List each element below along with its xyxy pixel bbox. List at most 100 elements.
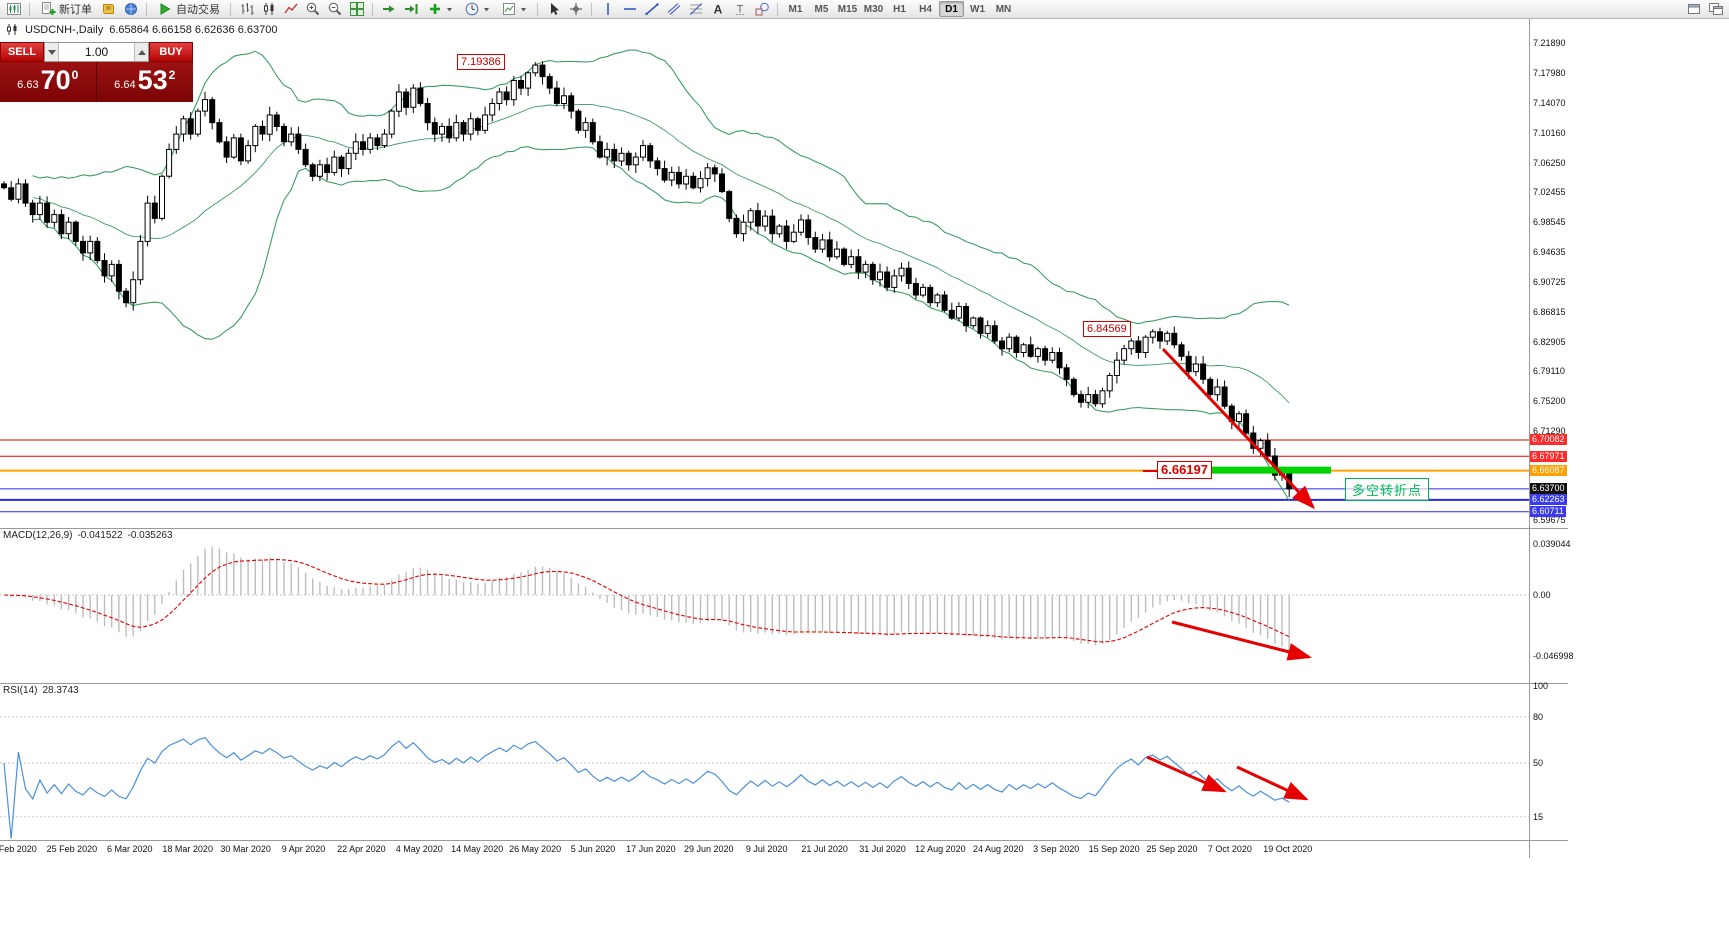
buy-price-button[interactable]: 6.64 53 2 (96, 62, 193, 102)
timeframe-d1[interactable]: D1 (939, 1, 964, 17)
trendline-tool-button[interactable] (641, 1, 662, 18)
toolbar-separator (230, 2, 231, 16)
chart-title: USDCNH-,Daily 6.65864 6.66158 6.62636 6.… (5, 23, 277, 36)
price-label-high[interactable]: 7.19386 (457, 54, 505, 70)
sell-price-button[interactable]: 6.63 70 0 (0, 62, 97, 102)
shapes-tool-button[interactable] (751, 1, 772, 18)
price-label-swing-high[interactable]: 6.84569 (1083, 321, 1131, 337)
volume-decrease-button[interactable] (45, 43, 59, 61)
chevron-down-icon (521, 8, 526, 12)
cursor-button[interactable] (543, 1, 564, 18)
fibonacci-icon (689, 3, 702, 15)
timeframe-m5[interactable]: M5 (814, 3, 829, 15)
svg-text:T: T (736, 4, 743, 16)
text-label-icon: T (735, 4, 744, 16)
auto-trading-label: 自动交易 (176, 4, 220, 16)
auto-scroll-button[interactable] (378, 1, 399, 18)
turning-point-note[interactable]: 多空转折点 (1345, 478, 1430, 501)
new-window-button[interactable] (1683, 1, 1704, 18)
zoom-out-icon (328, 2, 341, 16)
text-label-tool-button[interactable]: T (729, 1, 750, 18)
clock-icon (465, 2, 479, 16)
tile-windows-icon (349, 2, 364, 16)
sell-price-prefix: 6.63 (17, 79, 39, 91)
horizontal-line-tool-button[interactable] (619, 1, 640, 18)
fibonacci-tool-button[interactable] (685, 1, 706, 18)
new-order-button[interactable]: 新订单 (35, 1, 97, 18)
timeframe-m30[interactable]: M30 (863, 3, 884, 15)
toolbar-separator (146, 2, 147, 16)
zoom-out-button[interactable] (324, 1, 345, 18)
volume-box: 1.00 (44, 42, 149, 62)
yellow-book-icon (102, 4, 114, 14)
buy-button[interactable]: BUY (149, 42, 193, 62)
rsi-indicator-label: RSI(14) 28.3743 (3, 685, 79, 696)
template-icon (503, 3, 515, 15)
vertical-line-icon (606, 3, 609, 15)
toolbar-separator (777, 2, 778, 16)
timeframe-w1[interactable]: W1 (970, 3, 985, 15)
timeframe-h4[interactable]: H4 (919, 3, 932, 15)
cursor-icon (550, 3, 559, 15)
periods-button[interactable] (459, 1, 495, 18)
crosshair-button[interactable] (565, 1, 586, 18)
toolbar-separator (537, 2, 538, 16)
add-indicator-icon (430, 4, 440, 14)
globe-icon (124, 3, 137, 15)
bar-chart-button[interactable] (236, 1, 257, 18)
symbol-period-label: USDCNH-,Daily (25, 23, 104, 36)
toolbar-separator (372, 2, 373, 16)
triangle-down-icon (47, 49, 56, 55)
timeframe-h1[interactable]: H1 (893, 3, 906, 15)
symbol-icon (7, 24, 17, 35)
line-chart-button[interactable] (280, 1, 301, 18)
auto-trading-button[interactable]: 自动交易 (152, 1, 225, 18)
timeframe-buttons: M1 M5 M15 M30 H1 H4 D1 W1 MN (783, 1, 1016, 17)
sell-button[interactable]: SELL (0, 42, 44, 62)
globe-button[interactable] (120, 1, 141, 18)
price-label-support[interactable]: 6.66197 (1157, 461, 1212, 479)
zoom-in-icon (306, 2, 319, 16)
buy-price-prefix: 6.64 (114, 79, 136, 91)
channel-tool-button[interactable] (663, 1, 684, 18)
horizontal-line-icon (623, 8, 636, 10)
book-button[interactable] (98, 1, 119, 18)
cascade-windows-button[interactable] (1705, 1, 1726, 18)
new-window-icon (1687, 4, 1700, 14)
indicators-button[interactable] (422, 1, 458, 18)
cascade-windows-icon (1708, 3, 1723, 15)
triangle-up-icon (137, 49, 146, 55)
ohlc-bars-icon (241, 3, 253, 15)
timeframe-mn[interactable]: MN (995, 3, 1012, 15)
buy-price-point: 2 (168, 68, 176, 82)
vertical-line-tool-button[interactable] (597, 1, 618, 18)
chart-window-button[interactable] (3, 1, 24, 18)
tile-windows-button[interactable] (346, 1, 367, 18)
volume-input[interactable]: 1.00 (84, 45, 109, 59)
text-tool-button[interactable]: A (707, 1, 728, 18)
chevron-down-icon (447, 8, 452, 12)
buy-price-pips: 53 (137, 65, 168, 95)
channel-icon (667, 3, 680, 15)
shapes-icon (755, 2, 769, 16)
toolbar-separator (591, 2, 592, 16)
timeframe-m15[interactable]: M15 (837, 3, 858, 15)
templates-button[interactable] (496, 1, 532, 18)
sell-price-pips: 70 (40, 65, 71, 95)
rsi-name: RSI(14) (3, 685, 38, 696)
macd-main-value: -0.041522 (77, 530, 123, 541)
line-chart-icon (283, 3, 298, 14)
text-tool-icon: A (713, 3, 722, 17)
volume-increase-button[interactable] (134, 43, 148, 61)
chart-shift-icon (404, 4, 417, 14)
timeframe-m1[interactable]: M1 (788, 3, 803, 15)
macd-signal-value: -0.035263 (127, 530, 173, 541)
zoom-in-button[interactable] (302, 1, 323, 18)
chevron-down-icon (484, 8, 489, 12)
candlestick-chart-button[interactable] (258, 1, 279, 18)
auto-trading-play-icon (160, 3, 171, 15)
toolbar-separator (29, 2, 30, 16)
chart-shift-button[interactable] (400, 1, 421, 18)
